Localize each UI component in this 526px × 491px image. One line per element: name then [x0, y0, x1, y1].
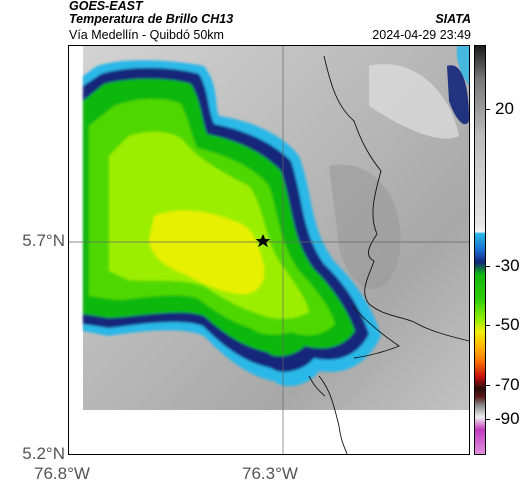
cloud-cluster	[83, 60, 381, 387]
satellite-title: GOES-EAST	[69, 0, 143, 13]
colorbar-tick-mark	[486, 109, 490, 110]
organization-label: SIATA	[435, 12, 471, 26]
colorbar-tick-mark	[486, 385, 490, 386]
ytick-label: 5.2°N	[22, 444, 65, 463]
star-icon	[255, 234, 271, 248]
product-title: Temperatura de Brillo CH13	[69, 12, 234, 26]
gray-patch-light	[369, 64, 459, 139]
colorbar-tick-mark	[486, 266, 490, 267]
colorbar-tick-label: -70	[495, 375, 520, 394]
colorbar-tick-label: -50	[495, 315, 520, 334]
cloud-spot-right	[447, 65, 469, 125]
colorbar-tick-mark	[486, 325, 490, 326]
gray-patch-dark	[329, 164, 401, 289]
colorbar-tick-label: -90	[495, 409, 520, 428]
coastline	[308, 55, 469, 454]
satellite-map[interactable]	[68, 45, 470, 455]
white-border-bottom	[69, 410, 469, 454]
colorbar-tick-label: 20	[495, 99, 514, 118]
datetime-label: 2024-04-29 23:49	[372, 28, 471, 42]
colorbar-tick-mark	[486, 419, 490, 420]
colorbar-tick-label: -30	[495, 256, 520, 275]
route-subtitle: Vía Medellín - Quibdó 50km	[69, 28, 224, 42]
cloud-spot-top	[456, 46, 469, 86]
white-border-left	[69, 46, 83, 454]
ytick-label: 5.7°N	[22, 231, 65, 250]
cloud-yellow	[149, 210, 265, 295]
colorbar	[474, 45, 486, 455]
xtick-label: 76.3°W	[242, 464, 298, 483]
xtick-label: 76.8°W	[34, 464, 90, 483]
